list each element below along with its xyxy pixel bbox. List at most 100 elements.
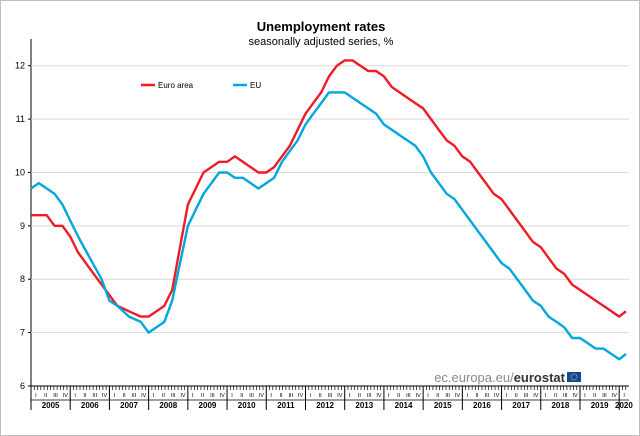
x-year-label: 2008 [159,401,177,410]
x-quarter-label: III [328,393,333,399]
x-quarter-label: III [367,393,372,399]
x-quarter-label: II [279,393,283,399]
svg-text:ec.europa.eu/eurostat: ec.europa.eu/eurostat [434,370,565,385]
x-year-label: 2006 [81,401,99,410]
x-quarter-label: IV [572,393,578,399]
x-year-label: 2009 [199,401,217,410]
x-quarter-label: III [406,393,411,399]
x-quarter-label: IV [220,393,226,399]
x-quarter-label: IV [63,393,69,399]
x-quarter-label: II [554,393,558,399]
x-quarter-label: III [485,393,490,399]
x-quarter-label: I [623,393,625,399]
x-quarter-label: III [210,393,215,399]
credit-brand: eurostat [514,370,566,385]
x-year-label: 2013 [355,401,373,410]
x-quarter-label: IV [494,393,500,399]
x-quarter-label: I [349,393,351,399]
x-quarter-label: I [545,393,547,399]
x-quarter-label: II [201,393,205,399]
y-tick-label: 11 [16,114,25,124]
x-quarter-label: II [240,393,244,399]
plot-area [30,59,627,361]
x-year-label: 2014 [395,401,413,410]
x-quarter-label: I [114,393,116,399]
x-quarter-label: I [584,393,586,399]
x-quarter-label: I [466,393,468,399]
x-quarter-label: I [270,393,272,399]
x-quarter-label: I [153,393,155,399]
x-quarter-label: III [132,393,137,399]
y-tick-label: 8 [20,274,25,284]
x-year-label: 2017 [512,401,530,410]
x-quarter-label: III [92,393,97,399]
x-quarter-label: IV [102,393,108,399]
x-year-label: 2007 [120,401,138,410]
x-quarter-label: II [162,393,166,399]
x-quarter-label: IV [416,393,422,399]
x-quarter-label: IV [533,393,539,399]
chart-title: Unemployment rates [257,19,386,34]
x-quarter-label: I [506,393,508,399]
chart-subtitle: seasonally adjusted series, % [249,36,394,48]
x-year-label: 2005 [42,401,60,410]
x-quarter-label: IV [141,393,147,399]
x-quarter-label: IV [455,393,461,399]
x-year-label: 2010 [238,401,256,410]
legend-label-eu: EU [250,81,261,90]
y-tick-label: 9 [20,221,25,231]
x-quarter-label: I [35,393,37,399]
x-quarter-label: II [515,393,519,399]
eu-flag-icon [567,372,581,382]
x-quarter-label: I [427,393,429,399]
y-tick-label: 6 [20,381,25,391]
x-year-label: 2011 [277,401,295,410]
credit-prefix: ec.europa.eu/ [434,370,514,385]
x-quarter-label: IV [337,393,343,399]
eu-flag-stars [570,373,578,381]
x-quarter-label: I [231,393,233,399]
x-quarter-label: II [476,393,480,399]
legend: Euro area EU [141,81,261,90]
source-credit: ec.europa.eu/eurostat [434,370,581,385]
y-axis: 6 7 8 9 10 11 12 [15,39,629,391]
x-quarter-label: IV [259,393,265,399]
x-quarter-label: III [288,393,293,399]
x-quarter-label: I [388,393,390,399]
x-year-label: 2015 [434,401,452,410]
series-line-eu [30,91,627,361]
x-quarter-label: III [524,393,529,399]
x-quarter-label: II [397,393,401,399]
x-year-label: 2019 [591,401,609,410]
x-quarter-label: II [593,393,597,399]
x-year-label: 2020 [615,401,633,410]
x-quarter-label: IV [298,393,304,399]
x-quarter-label: III [445,393,450,399]
series-line-euro-area [31,59,627,318]
x-quarter-label: III [53,393,58,399]
x-quarter-label: III [249,393,254,399]
x-quarter-label: IV [376,393,382,399]
x-quarter-label: III [602,393,607,399]
x-quarter-label: I [192,393,194,399]
y-tick-label: 12 [15,61,25,71]
x-quarter-label: II [44,393,48,399]
x-year-label: 2012 [316,401,334,410]
x-quarter-label: III [563,393,568,399]
x-quarter-label: II [123,393,127,399]
x-quarter-label: II [83,393,87,399]
y-tick-label: 7 [20,328,25,338]
x-quarter-label: II [319,393,323,399]
x-quarter-label: II [358,393,362,399]
x-quarter-label: II [436,393,440,399]
x-quarter-label: I [310,393,312,399]
x-quarter-label: IV [180,393,186,399]
x-quarter-label: IV [612,393,618,399]
x-quarter-label: I [74,393,76,399]
x-quarter-label: III [171,393,176,399]
legend-label-euro-area: Euro area [158,81,194,90]
y-tick-label: 10 [15,167,25,177]
